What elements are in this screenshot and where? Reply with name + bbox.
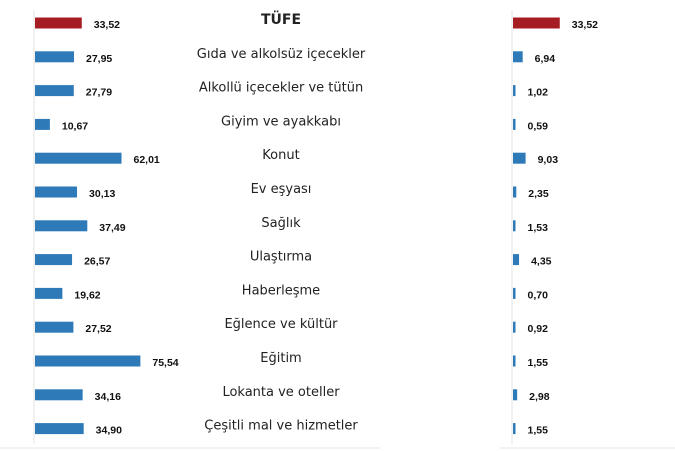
category-label: Sağlık (261, 216, 301, 231)
left-value-label: 75,54 (152, 357, 178, 369)
category-label: Ulaştırma (250, 250, 312, 265)
right-value-label: 1,53 (528, 222, 549, 234)
left-value-label: 34,16 (95, 391, 121, 403)
category-label: Ev eşyası (251, 182, 312, 197)
left-bar (35, 321, 74, 333)
left-value-label: 62,01 (134, 154, 160, 166)
right-bar (513, 254, 520, 266)
right-value-label: 0,70 (528, 289, 549, 301)
left-value-label: 19,62 (74, 289, 100, 301)
left-bar (35, 118, 50, 130)
left-bar (35, 51, 74, 63)
right-bar (513, 186, 517, 198)
right-bar (513, 321, 516, 333)
right-value-label: 0,59 (528, 120, 549, 132)
right-value-label: 2,35 (528, 188, 549, 200)
right-bar (513, 85, 516, 97)
category-label: Çeşitli mal ve hizmetler (204, 419, 358, 434)
right-value-label: 4,35 (531, 256, 552, 268)
left-bar (35, 152, 122, 164)
category-label: TÜFE (261, 10, 301, 28)
right-bar (513, 389, 518, 401)
category-label: Eğlence ve kültür (224, 317, 338, 332)
right-value-label: 1,55 (528, 357, 549, 369)
right-value-label: 9,03 (538, 154, 559, 166)
right-value-label: 0,92 (528, 323, 549, 335)
left-bar (35, 17, 82, 29)
right-bar (513, 51, 523, 63)
right-bar (513, 287, 516, 299)
right-bar (513, 423, 516, 435)
right-bar (513, 118, 516, 130)
left-value-label: 27,79 (86, 87, 112, 99)
right-value-label: 1,55 (528, 425, 549, 437)
right-value-label: 2,98 (529, 391, 550, 403)
right-bar (513, 220, 516, 232)
category-label: Eğitim (260, 351, 301, 366)
left-bar (35, 254, 73, 266)
right-bar (513, 152, 526, 164)
left-value-label: 30,13 (89, 188, 115, 200)
left-bar (35, 423, 84, 435)
category-label: Haberleşme (242, 283, 320, 298)
left-bar (35, 355, 141, 367)
left-bar (35, 389, 83, 401)
right-bar (513, 17, 560, 29)
left-value-label: 33,52 (94, 19, 120, 31)
category-label: Lokanta ve oteller (222, 385, 340, 400)
category-label: Gıda ve alkolsüz içecekler (197, 47, 366, 62)
left-value-label: 34,90 (96, 425, 122, 437)
right-value-label: 6,94 (535, 53, 556, 65)
left-bar (35, 85, 74, 97)
left-value-label: 27,95 (86, 53, 112, 65)
right-value-label: 33,52 (572, 19, 598, 31)
right-bar (513, 355, 516, 367)
left-bar (35, 287, 63, 299)
category-label: Konut (262, 148, 299, 163)
left-bar (35, 186, 78, 198)
left-bar (35, 220, 88, 232)
left-value-label: 27,52 (85, 323, 111, 335)
left-value-label: 10,67 (62, 120, 88, 132)
category-label: Giyim ve ayakkabı (221, 114, 341, 129)
left-value-label: 37,49 (99, 222, 125, 234)
left-value-label: 26,57 (84, 256, 110, 268)
category-label: Alkollü içecekler ve tütün (199, 81, 363, 96)
right-value-label: 1,02 (528, 87, 549, 99)
